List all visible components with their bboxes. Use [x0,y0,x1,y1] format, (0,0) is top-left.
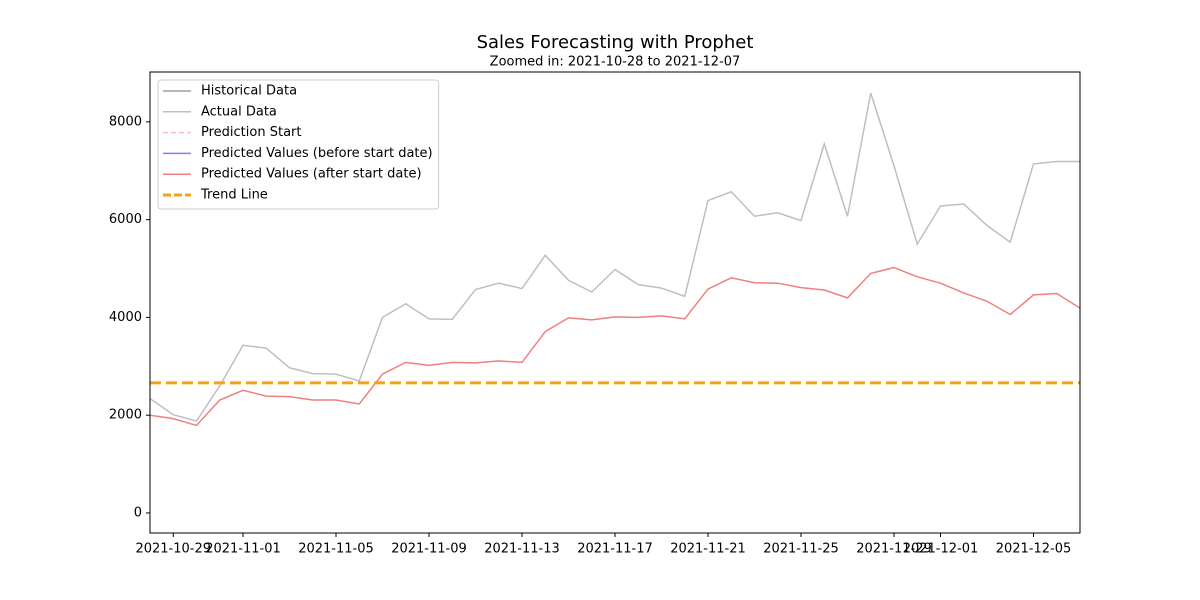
y-tick-label: 8000 [109,114,142,129]
y-tick-label: 0 [134,505,142,520]
legend-label: Historical Data [201,84,297,99]
legend-box [157,79,440,210]
x-tick-label: 2021-12-01 [903,542,979,557]
chart-subtitle: Zoomed in: 2021-10-28 to 2021-12-07 [490,55,741,70]
y-tick-label: 6000 [109,212,142,227]
series-line [150,92,1080,422]
legend-label: Trend Line [200,188,268,203]
x-tick-label: 2021-11-05 [298,542,374,557]
chart-title: Sales Forecasting with Prophet [477,32,754,53]
series-line [150,266,1080,427]
legend-label: Predicted Values (after start date) [201,167,422,182]
plot-frame [149,71,1081,534]
x-tick-label: 2021-10-29 [135,542,211,557]
legend: Historical Data Actual Data Prediction Sta… [157,79,440,210]
x-tick-label: 2021-11-29 [856,542,932,557]
y-tick-label: 2000 [109,408,142,423]
x-tick-label: 2021-11-17 [577,542,653,557]
x-tick-label: 2021-11-09 [391,542,467,557]
x-tick-label: 2021-11-01 [205,542,281,557]
plot-area [150,92,1080,427]
legend-label: Actual Data [201,104,277,119]
x-tick-label: 2021-11-21 [670,542,746,557]
legend-label: Predicted Values (before start date) [201,146,433,161]
x-tick-label: 2021-11-13 [484,542,560,557]
x-tick-label: 2021-11-25 [763,542,839,557]
legend-label: Prediction Start [201,125,301,140]
y-tick-label: 4000 [109,310,142,325]
x-tick-label: 2021-12-05 [996,542,1072,557]
